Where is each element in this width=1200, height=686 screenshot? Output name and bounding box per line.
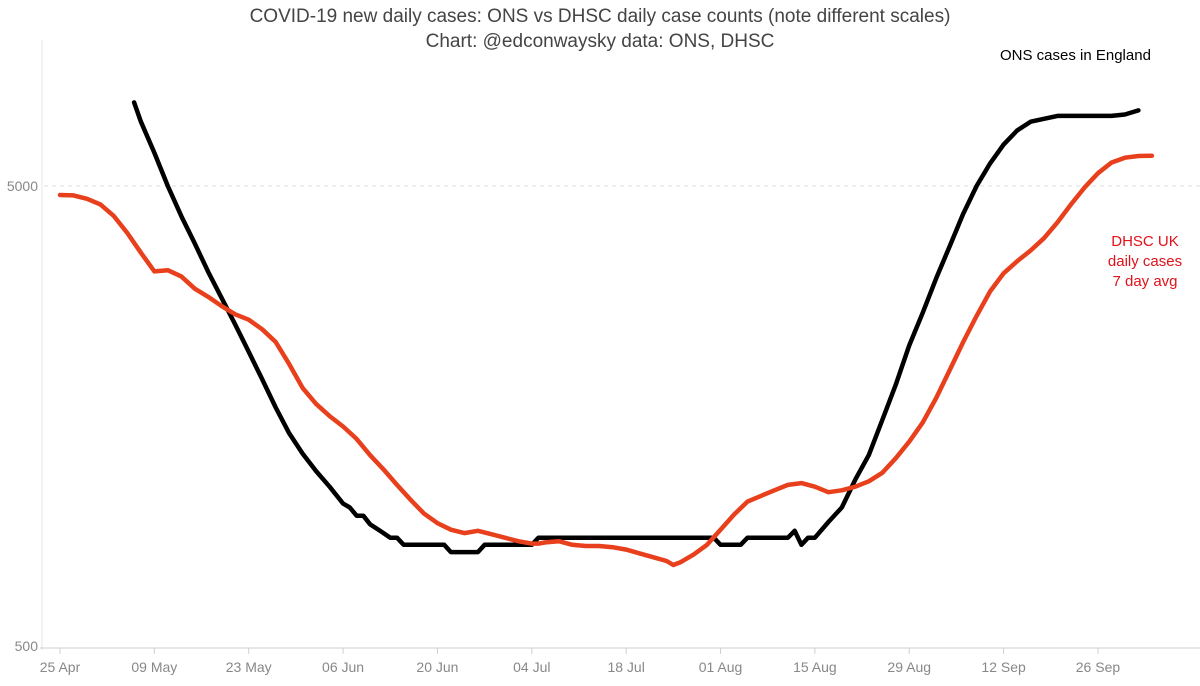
chart-subtitle: Chart: @edconwaysky data: ONS, DHSC — [425, 31, 775, 52]
x-tick-label: 20 Jun — [416, 659, 458, 675]
y-tick-label-500: 500 — [15, 638, 39, 654]
axes — [40, 40, 1200, 650]
ons-series-label: ONS cases in England — [1000, 47, 1151, 64]
dhsc-series-label: DHSC UK daily cases 7 day avg — [1100, 232, 1190, 292]
series-lines — [57, 100, 1155, 568]
y-axis-ticks: 5000 500 — [7, 178, 38, 654]
x-tick-label: 09 May — [131, 659, 177, 675]
x-tick-label: 06 Jun — [322, 659, 364, 675]
x-tick-label: 25 Apr — [40, 659, 81, 675]
chart-title-block: COVID-19 new daily cases: ONS vs DHSC da… — [0, 4, 1200, 54]
x-tick-label: 15 Aug — [793, 659, 837, 675]
dhsc-series-line — [57, 153, 1155, 568]
x-tick-label: 29 Aug — [887, 659, 931, 675]
dhsc-series-label-line: daily cases — [1107, 253, 1183, 270]
x-tick-label: 26 Sep — [1076, 659, 1121, 675]
x-tick-label: 12 Sep — [981, 659, 1026, 675]
y-tick-label-5000: 5000 — [7, 178, 38, 194]
chart-title: COVID-19 new daily cases: ONS vs DHSC da… — [249, 6, 951, 27]
dhsc-series-label-line: DHSC UK — [1111, 233, 1179, 250]
dhsc-series-label-line: 7 day avg — [1112, 273, 1178, 290]
x-tick-label: 18 Jul — [607, 659, 644, 675]
ons-series-line — [131, 100, 1141, 555]
x-tick-label: 04 Jul — [513, 659, 550, 675]
x-tick-label: 01 Aug — [699, 659, 743, 675]
x-axis-ticks: 25 Apr 09 May 23 May 06 Jun 20 Jun 04 Jul 18 J… — [40, 648, 1121, 675]
x-tick-label: 23 May — [226, 659, 272, 675]
